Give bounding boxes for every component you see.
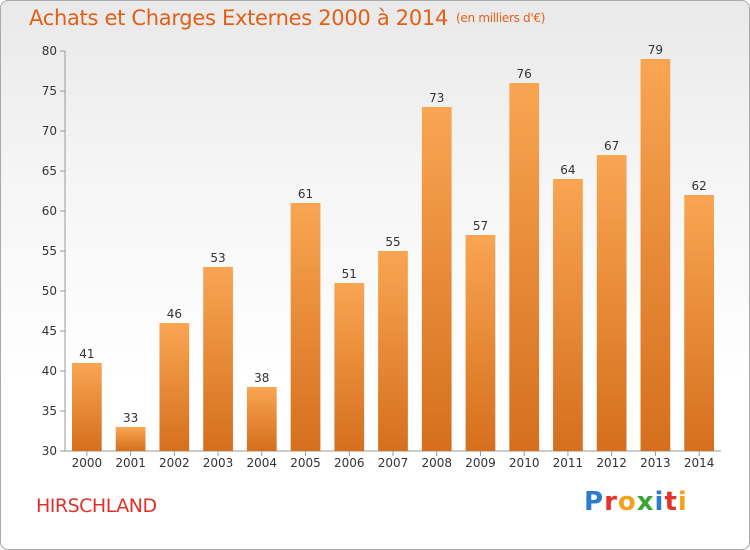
data-label: 61 [298,187,313,201]
data-label: 67 [604,139,619,153]
chart-title-text: Achats et Charges Externes 2000 à 2014 [29,6,449,30]
bars [71,59,715,451]
bar [203,267,233,451]
x-tick-label: 2013 [640,456,671,470]
data-label: 62 [691,179,706,193]
bar [290,203,321,451]
x-tick-label: 2010 [509,456,540,470]
bar [115,427,146,451]
logo-letter: o [617,487,637,517]
bar [640,59,671,451]
y-tick-label: 80 [42,44,57,58]
x-tick-label: 2007 [378,456,409,470]
bar [159,323,190,451]
logo-letter: i [677,487,688,517]
logo-letter: x [636,487,655,517]
y-tick-label: 65 [42,164,57,178]
x-tick-label: 2014 [684,456,715,470]
logo-letter: r [604,487,618,517]
bar [378,251,408,451]
x-tick-label: 2005 [290,456,321,470]
x-tick-label: 2012 [596,456,627,470]
data-label: 79 [648,43,663,57]
bar [246,387,277,451]
town-name: HIRSCHLAND [36,495,157,517]
data-label: 73 [429,91,444,105]
data-label: 64 [560,163,575,177]
y-tick-label: 75 [42,84,57,98]
x-tick-label: 2004 [247,456,278,470]
x-tick-label: 2011 [553,456,584,470]
data-label: 55 [385,235,400,249]
bar [465,235,496,451]
chart-title: Achats et Charges Externes 2000 à 2014 (e… [29,6,545,30]
y-tick-label: 70 [42,124,57,138]
y-tick-label: 55 [42,244,57,258]
x-tick-label: 2008 [421,456,452,470]
x-tick-label: 2003 [203,456,234,470]
bar [334,283,365,451]
data-label: 38 [254,371,269,385]
chart-unit: (en milliers d'€) [456,11,546,25]
x-tick-label: 2002 [159,456,190,470]
axes: 30 35 40 45 50 55 60 65 70 75 80 [42,44,721,458]
data-label: 76 [517,67,532,81]
x-tick-label: 2000 [72,456,103,470]
logo-letter: t [664,487,678,517]
y-tick-label: 60 [42,204,57,218]
bar [421,107,452,451]
data-label: 46 [167,307,182,321]
bar [596,155,627,451]
y-tick-label: 35 [42,404,57,418]
y-tick-label: 40 [42,364,57,378]
data-label: 53 [210,251,225,265]
logo-letter: i [654,487,665,517]
data-label: 57 [473,219,488,233]
proxiti-logo: Proxiti [584,487,688,517]
x-tick-label: 2001 [115,456,146,470]
data-label: 33 [123,411,138,425]
logo-letter: P [584,487,605,517]
bar [509,83,540,451]
bar [71,363,102,451]
x-tick-label: 2009 [465,456,496,470]
bar [553,179,583,451]
x-tick-label: 2006 [334,456,365,470]
y-tick-label: 30 [42,444,57,458]
y-tick-label: 50 [42,284,57,298]
data-label: 41 [79,347,94,361]
bar [684,195,715,451]
y-tick-label: 45 [42,324,57,338]
labels: 41 2000 33 2001 46 2002 53 2003 38 2004 61 2005 51 20… [72,43,715,470]
data-label: 51 [342,267,357,281]
